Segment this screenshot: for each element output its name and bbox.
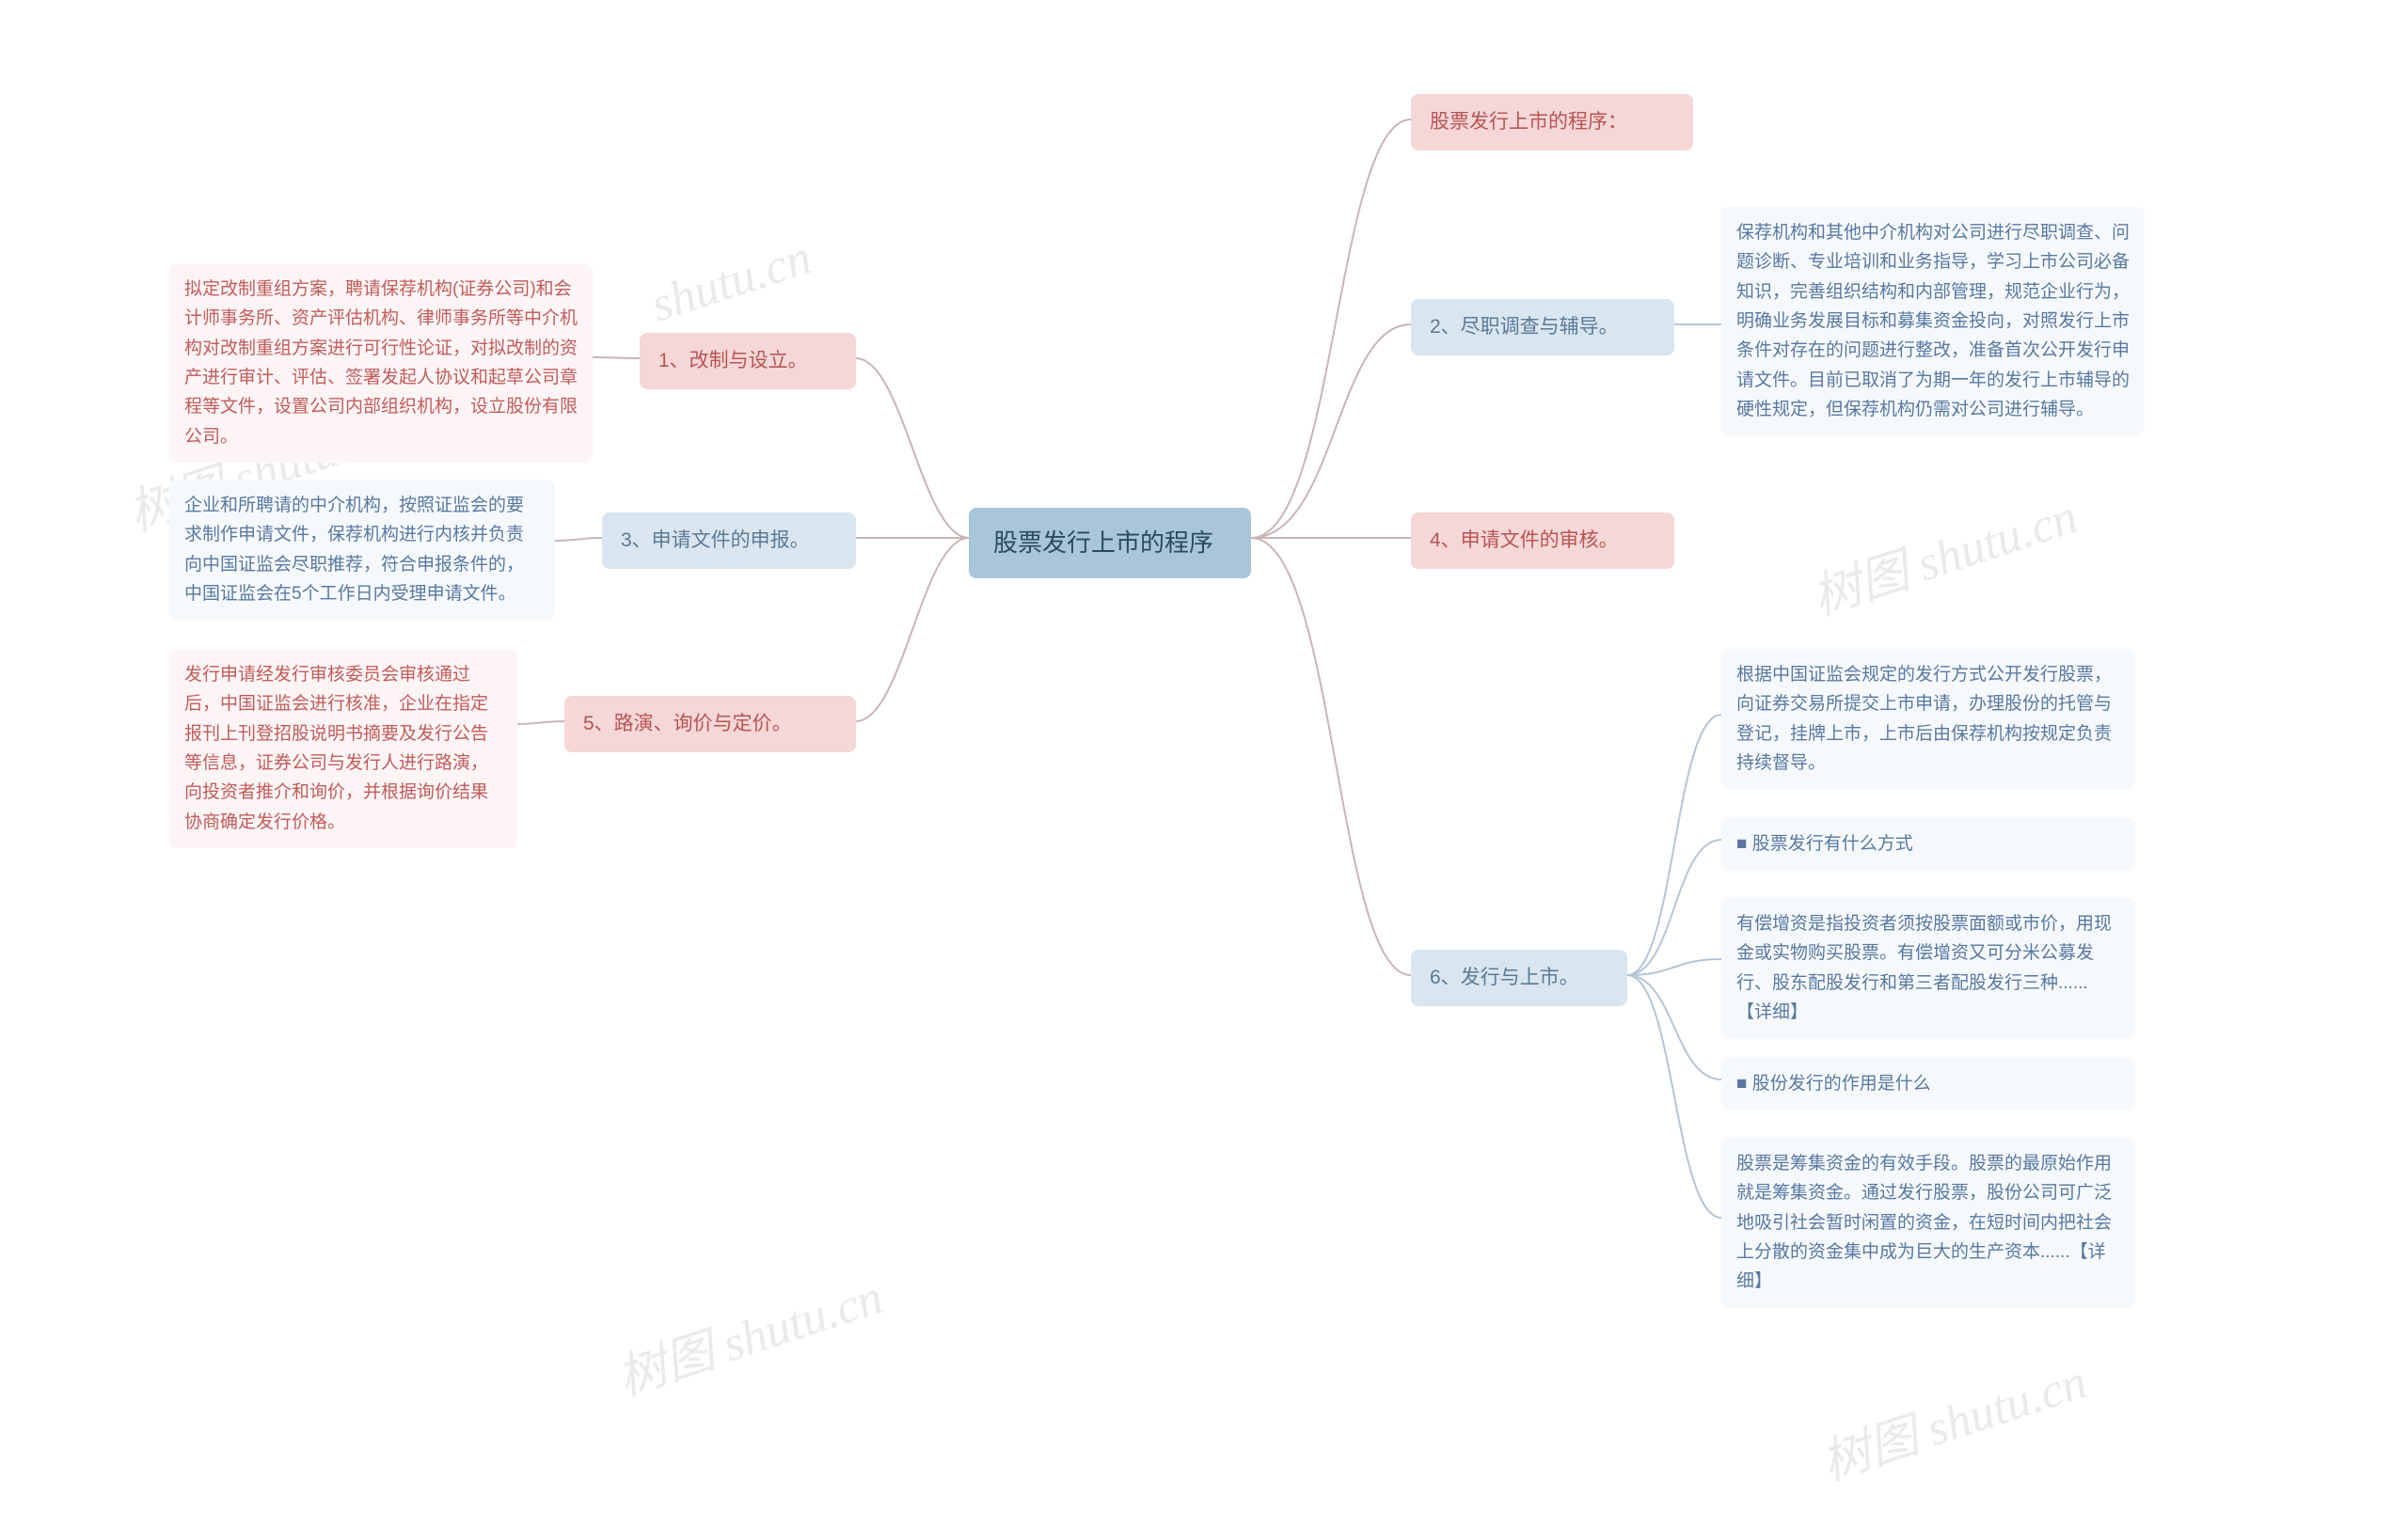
branch-6-child-4: ■ 股份发行的作用是什么 (1721, 1058, 2135, 1110)
branch-0-label: 股票发行上市的程序： (1430, 107, 1627, 137)
branch-3-label: 3、申请文件的申报。 (621, 526, 810, 556)
branch-5-desc: 发行申请经发行审核委员会审核通过后，中国证监会进行核准，企业在指定报刊上刊登招股… (169, 649, 517, 848)
branch-6-child-1: 根据中国证监会规定的发行方式公开发行股票，向证券交易所提交上市申请，办理股份的托… (1721, 649, 2135, 789)
branch-5-desc-text: 发行申请经发行审核委员会审核通过后，中国证监会进行核准，企业在指定报刊上刊登招股… (184, 660, 502, 837)
branch-3-desc: 企业和所聘请的中介机构，按照证监会的要求制作申请文件，保荐机构进行内核并负责向中… (169, 480, 555, 620)
branch-6-child-1-text: 根据中国证监会规定的发行方式公开发行股票，向证券交易所提交上市申请，办理股份的托… (1736, 660, 2120, 778)
branch-2: 2、尽职调查与辅导。 (1411, 299, 1674, 355)
branch-6-child-4-text: ■ 股份发行的作用是什么 (1736, 1069, 1931, 1098)
branch-5-label: 5、路演、询价与定价。 (583, 709, 792, 739)
watermark: 树图 shutu.cn (1802, 477, 2085, 628)
branch-5: 5、路演、询价与定价。 (564, 696, 856, 752)
watermark: shutu.cn (644, 229, 817, 333)
watermark: 树图 shutu.cn (1812, 1342, 2095, 1493)
branch-1-desc: 拟定改制重组方案，聘请保荐机构(证券公司)和会计师事务所、资产评估机构、律师事务… (169, 263, 593, 463)
branch-6-child-3: 有偿增资是指投资者须按股票面额或市价，用现金或实物购买股票。有偿增资又可分米公募… (1721, 898, 2135, 1038)
branch-2-label: 2、尽职调查与辅导。 (1430, 312, 1619, 342)
branch-3: 3、申请文件的申报。 (602, 512, 856, 569)
branch-4-label: 4、申请文件的审核。 (1430, 526, 1619, 556)
branch-0: 股票发行上市的程序： (1411, 94, 1693, 150)
branch-4: 4、申请文件的审核。 (1411, 512, 1674, 569)
branch-2-desc-text: 保荐机构和其他中介机构对公司进行尽职调查、问题诊断、专业培训和业务指导，学习上市… (1736, 218, 2130, 424)
branch-3-desc-text: 企业和所聘请的中介机构，按照证监会的要求制作申请文件，保荐机构进行内核并负责向中… (184, 491, 540, 608)
mindmap-root: 股票发行上市的程序 (969, 508, 1251, 578)
branch-6: 6、发行与上市。 (1411, 950, 1627, 1006)
branch-6-child-5-text: 股票是筹集资金的有效手段。股票的最原始作用就是筹集资金。通过发行股票，股份公司可… (1736, 1149, 2120, 1297)
branch-1: 1、改制与设立。 (640, 333, 856, 389)
branch-6-child-2-text: ■ 股票发行有什么方式 (1736, 829, 1913, 859)
watermark: 树图 shutu.cn (608, 1257, 891, 1409)
branch-6-child-2: ■ 股票发行有什么方式 (1721, 818, 2135, 870)
branch-1-desc-text: 拟定改制重组方案，聘请保荐机构(证券公司)和会计师事务所、资产评估机构、律师事务… (184, 275, 578, 451)
branch-6-label: 6、发行与上市。 (1430, 963, 1579, 993)
branch-6-child-5: 股票是筹集资金的有效手段。股票的最原始作用就是筹集资金。通过发行股票，股份公司可… (1721, 1138, 2135, 1308)
branch-6-child-3-text: 有偿增资是指投资者须按股票面额或市价，用现金或实物购买股票。有偿增资又可分米公募… (1736, 909, 2120, 1027)
branch-1-label: 1、改制与设立。 (658, 346, 808, 376)
branch-2-desc: 保荐机构和其他中介机构对公司进行尽职调查、问题诊断、专业培训和业务指导，学习上市… (1721, 207, 2145, 435)
root-label: 股票发行上市的程序 (993, 525, 1213, 561)
